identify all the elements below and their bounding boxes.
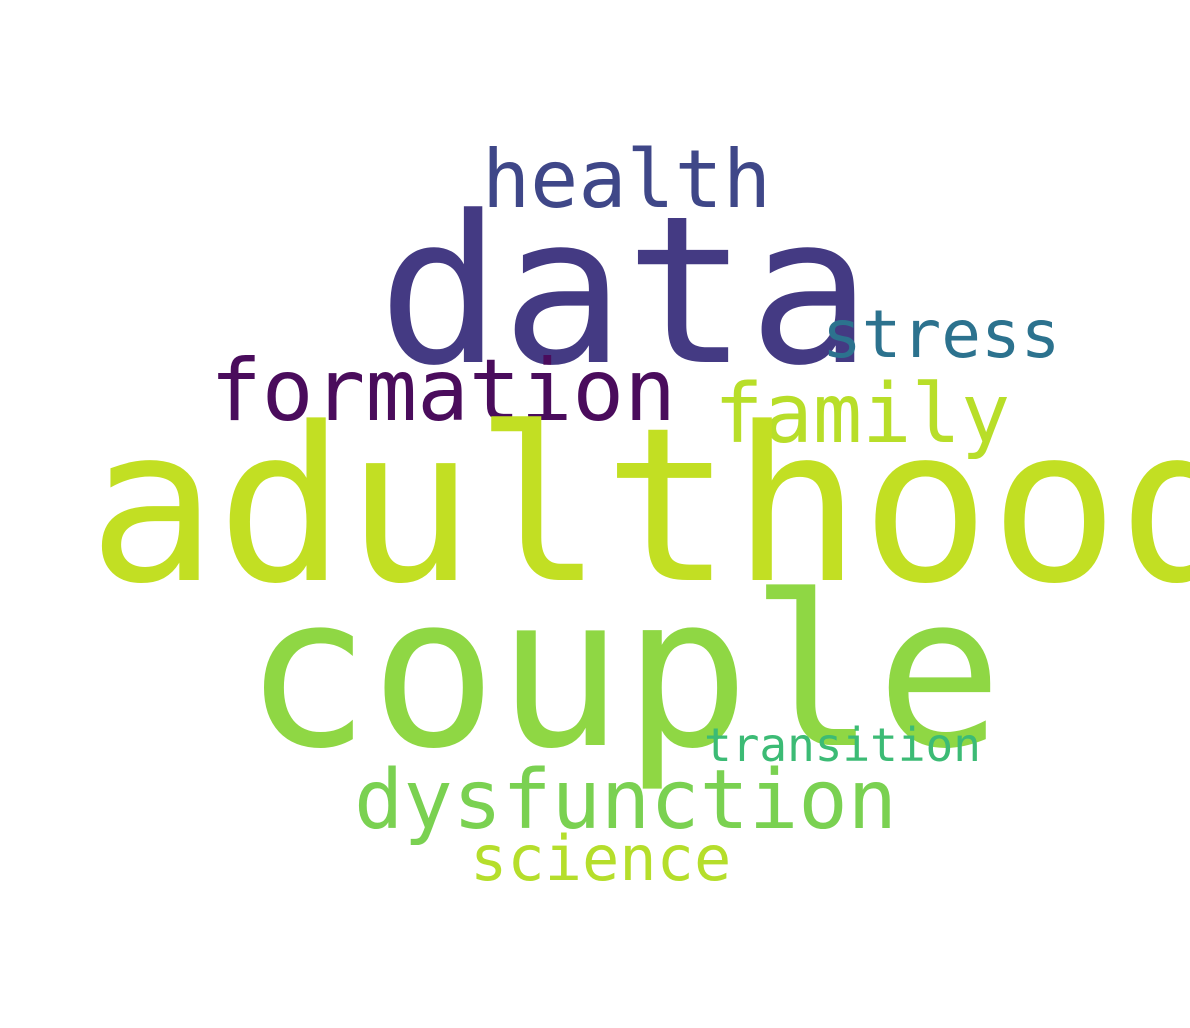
word-formation: formation [210, 341, 676, 441]
word-dysfunction: dysfunction [354, 753, 898, 848]
word-data: data [378, 173, 872, 411]
word-family: family [714, 367, 1011, 462]
word-health: health [482, 133, 771, 226]
word-science: science [470, 822, 732, 895]
word-adulthood: adulthood [88, 382, 1190, 631]
word-stress: stress [822, 296, 1061, 373]
word-couple: couple [244, 550, 1003, 795]
word-transition: transition [704, 718, 981, 772]
